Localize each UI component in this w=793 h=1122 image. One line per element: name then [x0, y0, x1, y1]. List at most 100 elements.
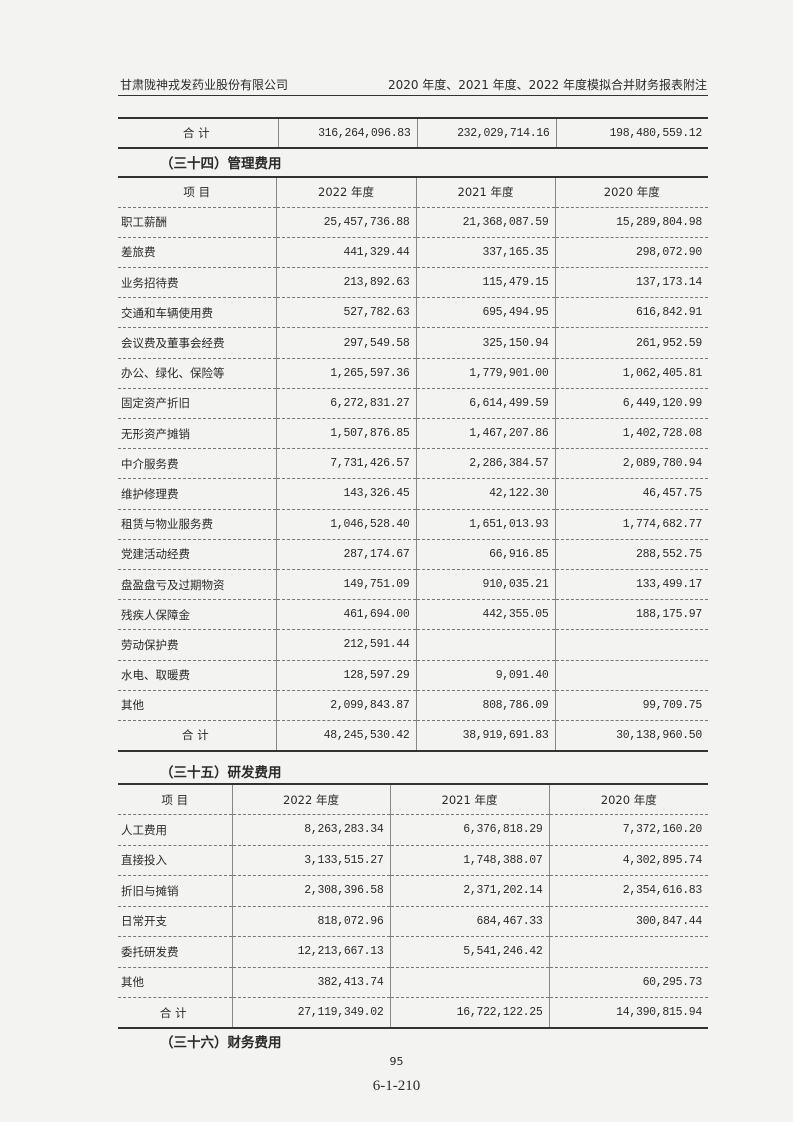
cell-value — [554, 660, 708, 691]
cell-value: 382,413.74 — [231, 967, 390, 998]
cell-label: 劳动保护费 — [118, 629, 276, 661]
cell-value: 1,507,876.85 — [275, 418, 416, 450]
cell-value: 60,295.73 — [548, 967, 708, 998]
cell-value: 4,302,895.74 — [548, 845, 708, 876]
cell-label: 中介服务费 — [118, 448, 276, 480]
cell-value: 188,175.97 — [554, 599, 708, 631]
table-header-row: 项 目 2022 年度 2021 年度 2020 年度 — [118, 784, 708, 815]
cell-value: 1,046,528.40 — [275, 509, 416, 540]
cell-value: 128,597.29 — [275, 660, 416, 691]
cell-value — [415, 629, 555, 661]
cell-label: 其他 — [118, 967, 232, 998]
table-row: 租赁与物业服务费 1,046,528.40 1,651,013.93 1,774,68… — [118, 509, 708, 540]
cell-value: 442,355.05 — [415, 599, 555, 631]
cell-value: 48,245,530.42 — [275, 720, 416, 751]
table-row: 盘盈盘亏及过期物资 149,751.09 910,035.21 133,499.17 — [118, 569, 708, 601]
cell-value: 2020 年度 — [548, 784, 708, 815]
cell-value: 42,122.30 — [415, 478, 555, 510]
cell-value: 1,467,207.86 — [415, 418, 555, 450]
cell-value: 2,089,780.94 — [554, 448, 708, 480]
table-row: 其他 2,099,843.87 808,786.09 99,709.75 — [118, 690, 708, 721]
cell-value: 2,286,384.57 — [415, 448, 555, 480]
cell-value: 46,457.75 — [554, 478, 708, 510]
section-title-rd: （三十五）研发费用 — [160, 765, 282, 781]
cell-value: 288,552.75 — [554, 539, 708, 570]
cell-value: 133,499.17 — [554, 569, 708, 601]
table-row: 水电、取暖费 128,597.29 9,091.40 — [118, 660, 708, 691]
cell-value: 6,376,818.29 — [389, 814, 549, 846]
cell-value: 2021 年度 — [415, 177, 555, 208]
cell-value: 316,264,096.83 — [277, 118, 417, 148]
cell-value: 1,779,901.00 — [415, 358, 555, 389]
table-row: 直接投入 3,133,515.27 1,748,388.07 4,302,895.74 — [118, 845, 708, 876]
cell-label: 业务招待费 — [118, 267, 276, 299]
cell-value: 143,326.45 — [275, 478, 416, 510]
cell-value: 5,541,246.42 — [389, 936, 549, 968]
cell-value: 6,614,499.59 — [415, 388, 555, 420]
cell-label: 办公、绿化、保险等 — [118, 358, 276, 389]
rd-expenses-table: 项 目 2022 年度 2021 年度 2020 年度 人工费用 8,263,283.34… — [118, 783, 708, 1029]
cell-value — [389, 967, 549, 998]
cell-value: 2022 年度 — [231, 784, 390, 815]
table-row-total: 合 计 48,245,530.42 38,919,691.83 30,138,960.… — [118, 720, 708, 751]
cell-value: 337,165.35 — [415, 237, 555, 269]
cell-value: 137,173.14 — [554, 267, 708, 299]
table-row: 职工薪酬 25,457,736.88 21,368,087.59 15,289,804… — [118, 207, 708, 238]
cell-label: 项 目 — [118, 784, 232, 815]
table-header-row: 项 目 2022 年度 2021 年度 2020 年度 — [118, 177, 708, 208]
cell-label: 租赁与物业服务费 — [118, 509, 276, 540]
cell-value: 808,786.09 — [415, 690, 555, 721]
cell-value: 527,782.63 — [275, 297, 416, 329]
cell-value: 616,842.91 — [554, 297, 708, 329]
cell-value: 7,731,426.57 — [275, 448, 416, 480]
cell-value — [554, 629, 708, 661]
section-title-admin: （三十四）管理费用 — [160, 156, 282, 172]
cell-value: 461,694.00 — [275, 599, 416, 631]
cell-label: 无形资产摊销 — [118, 418, 276, 450]
cell-value: 30,138,960.50 — [554, 720, 708, 751]
cell-value: 21,368,087.59 — [415, 207, 555, 238]
cell-label: 党建活动经费 — [118, 539, 276, 570]
table-row: 其他 382,413.74 60,295.73 — [118, 967, 708, 998]
table-row: 维护修理费 143,326.45 42,122.30 46,457.75 — [118, 478, 708, 510]
cell-value: 99,709.75 — [554, 690, 708, 721]
section-title-finance: （三十六）财务费用 — [160, 1035, 282, 1051]
previous-total-table: 合 计 316,264,096.83 232,029,714.16 198,48… — [118, 117, 708, 149]
cell-label: 折旧与摊销 — [118, 875, 232, 907]
cell-value: 1,748,388.07 — [389, 845, 549, 876]
cell-value: 212,591.44 — [275, 629, 416, 661]
cell-value: 2022 年度 — [275, 177, 416, 208]
cell-value: 16,722,122.25 — [389, 997, 549, 1028]
cell-value: 6,449,120.99 — [554, 388, 708, 420]
cell-value: 12,213,667.13 — [231, 936, 390, 968]
cell-value: 1,265,597.36 — [275, 358, 416, 389]
cell-label: 盘盈盘亏及过期物资 — [118, 569, 276, 601]
cell-value: 1,062,405.81 — [554, 358, 708, 389]
cell-value: 38,919,691.83 — [415, 720, 555, 751]
cell-label: 合 计 — [182, 126, 210, 140]
company-name: 甘肃陇神戎发药业股份有限公司 — [120, 78, 289, 92]
cell-value: 8,263,283.34 — [231, 814, 390, 846]
page-code: 6-1-210 — [372, 1078, 421, 1094]
table-row-total: 合 计 316,264,096.83 232,029,714.16 198,48… — [118, 118, 708, 148]
table-row: 会议费及董事会经费 297,549.58 325,150.94 261,952.59 — [118, 327, 708, 359]
cell-label: 委托研发费 — [118, 936, 232, 968]
cell-label: 合 计 — [181, 728, 209, 743]
cell-value: 7,372,160.20 — [548, 814, 708, 846]
cell-value: 287,174.67 — [275, 539, 416, 570]
cell-value: 2021 年度 — [389, 784, 549, 815]
cell-value: 325,150.94 — [415, 327, 555, 359]
cell-value: 300,847.44 — [548, 906, 708, 937]
cell-value: 818,072.96 — [231, 906, 390, 937]
cell-value: 213,892.63 — [275, 267, 416, 299]
table-row: 差旅费 441,329.44 337,165.35 298,072.90 — [118, 237, 708, 269]
cell-label: 会议费及董事会经费 — [118, 327, 276, 359]
table-row: 人工费用 8,263,283.34 6,376,818.29 7,372,160.20 — [118, 814, 708, 846]
admin-expenses-table: 项 目 2022 年度 2021 年度 2020 年度 职工薪酬 25,457,736.8… — [118, 176, 708, 752]
cell-value: 3,133,515.27 — [231, 845, 390, 876]
cell-value: 232,029,714.16 — [416, 118, 556, 148]
report-title: 2020 年度、2021 年度、2022 年度模拟合并财务报表附注 — [387, 78, 707, 92]
table-row: 党建活动经费 287,174.67 66,916.85 288,552.75 — [118, 539, 708, 570]
cell-value: 297,549.58 — [275, 327, 416, 359]
table-row: 固定资产折旧 6,272,831.27 6,614,499.59 6,449,120.… — [118, 388, 708, 420]
